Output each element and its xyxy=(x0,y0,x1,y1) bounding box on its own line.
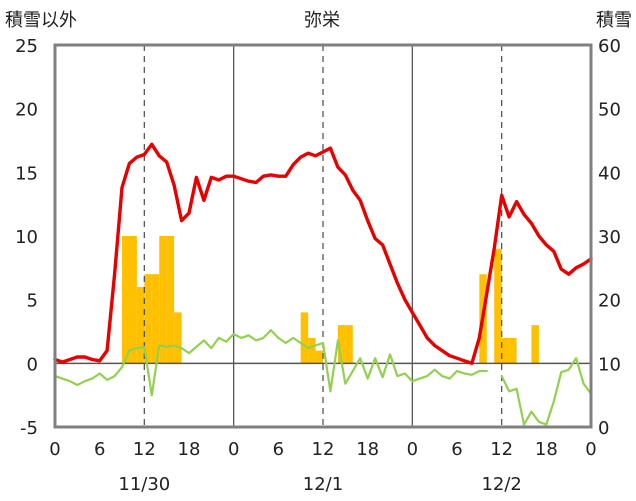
precip-bar-15 xyxy=(501,337,510,364)
left-tick-label-4: 15 xyxy=(15,163,38,184)
left-axis-label: 積雪以外 xyxy=(5,10,77,31)
x-tick-label-11: 18 xyxy=(535,439,558,460)
right-tick-label-2: 20 xyxy=(598,291,621,312)
right-tick-label-3: 30 xyxy=(598,227,621,248)
temperature-line xyxy=(53,142,593,365)
wind-line xyxy=(53,329,593,426)
x-tick-label-0: 0 xyxy=(49,439,60,460)
right-axis-label: 積雪 xyxy=(596,10,632,31)
precip-bar-6 xyxy=(166,236,175,364)
left-tick-label-3: 10 xyxy=(15,227,38,248)
date-label-1: 12/1 xyxy=(303,474,343,495)
grid-lines xyxy=(55,45,591,427)
precip-bar-1 xyxy=(129,236,137,364)
precip-bar-10 xyxy=(315,350,323,364)
right-tick-label-1: 10 xyxy=(598,354,621,375)
chart-title: 弥栄 xyxy=(304,10,340,31)
right-tick-label-6: 60 xyxy=(598,36,621,57)
precip-bar-12 xyxy=(345,325,353,364)
x-tick-label-12: 0 xyxy=(585,439,596,460)
precip-bar-7 xyxy=(174,312,182,364)
left-tick-label-6: 25 xyxy=(15,36,38,57)
precip-bar-11 xyxy=(337,325,346,364)
x-tick-label-3: 18 xyxy=(178,439,201,460)
left-tick-label-1: 0 xyxy=(27,354,38,375)
right-tick-label-4: 40 xyxy=(598,163,621,184)
precip-bar-0 xyxy=(122,236,130,364)
precip-bar-4 xyxy=(151,274,160,364)
precip-bar-5 xyxy=(159,236,167,364)
x-tick-label-9: 6 xyxy=(451,439,462,460)
date-label-2: 12/2 xyxy=(481,474,521,495)
x-tick-label-6: 12 xyxy=(312,439,335,460)
precip-bar-8 xyxy=(300,312,309,364)
x-tick-label-5: 6 xyxy=(273,439,284,460)
x-tick-label-10: 12 xyxy=(490,439,513,460)
precip-bar-9 xyxy=(308,337,316,364)
x-tick-label-4: 0 xyxy=(228,439,239,460)
precip-bar-14 xyxy=(494,248,502,364)
left-tick-label-2: 5 xyxy=(27,291,38,312)
right-tick-label-5: 50 xyxy=(598,100,621,121)
x-tick-label-7: 18 xyxy=(356,439,379,460)
x-tick-label-8: 0 xyxy=(407,439,418,460)
left-tick-label-5: 20 xyxy=(15,100,38,121)
left-tick-label-0: -5 xyxy=(20,418,38,439)
precip-bar-16 xyxy=(509,337,517,364)
precip-bar-17 xyxy=(531,325,539,364)
x-tick-label-1: 6 xyxy=(94,439,105,460)
plot-frame xyxy=(53,43,593,429)
date-label-0: 11/30 xyxy=(118,474,170,495)
x-tick-label-2: 12 xyxy=(133,439,156,460)
precip-bar-2 xyxy=(136,286,145,364)
right-tick-label-0: 0 xyxy=(598,418,609,439)
precip-bar-3 xyxy=(144,274,152,364)
